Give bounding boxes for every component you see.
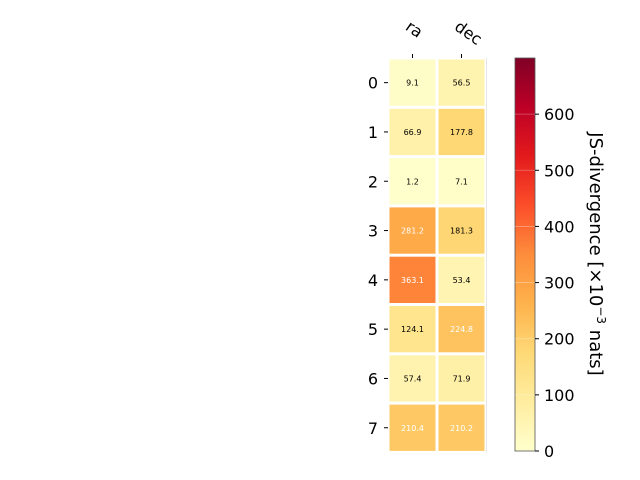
cell-value-label: 53.4 [453, 276, 471, 285]
heatmap-cell [438, 207, 485, 254]
heatmap-cell [438, 404, 485, 451]
heatmap-grid: 9.1 56.5 66.9 177.8 1.2 7.1 281.2 181.3 363.1 53.… [368, 17, 487, 453]
heatmap-cell [438, 306, 485, 353]
cell-value-label: 9.1 [406, 79, 419, 88]
row-label: 6 [368, 369, 378, 388]
row-label: 1 [368, 123, 378, 142]
cell-value-label: 363.1 [401, 276, 424, 285]
cell-value-label: 181.3 [450, 227, 473, 236]
colorbar-label: JS-divergence [×10−3 nats] [585, 131, 608, 375]
colorbar-tick-label: 500 [544, 161, 575, 180]
cell-value-label: 7.1 [455, 177, 468, 186]
cell-value-label: 124.1 [401, 325, 424, 334]
heatmap-cell [438, 355, 485, 402]
column-label: ra [402, 17, 426, 42]
heatmap-cell [438, 108, 485, 156]
heatmap-cell [438, 59, 485, 106]
heatmap-cell [389, 404, 436, 451]
row-label: 4 [368, 271, 378, 290]
cell-value-label: 57.4 [404, 374, 422, 383]
colorbar-tick-label: 600 [544, 105, 575, 124]
heatmap-cell [389, 108, 436, 156]
heatmap-cell [389, 207, 436, 254]
cell-value-label: 56.5 [453, 79, 471, 88]
cell-value-label: 177.8 [450, 128, 473, 137]
heatmap-cell [438, 256, 485, 303]
cell-value-label: 1.2 [406, 177, 419, 186]
colorbar-tick-label: 0 [544, 442, 554, 461]
heatmap-cell [389, 256, 436, 303]
colorbar-gradient [515, 58, 535, 451]
heatmap-cell [389, 158, 436, 205]
colorbar: 0 100 200 300 400 500 600 JS-divergence [×10−3 … [514, 57, 608, 461]
heatmap-cell [389, 59, 436, 106]
colorbar-label-suffix: nats] [585, 324, 606, 376]
cell-value-label: 210.4 [401, 424, 424, 433]
colorbar-tick-label: 200 [544, 330, 575, 349]
cell-value-label: 210.2 [450, 424, 473, 433]
row-label: 7 [368, 419, 378, 438]
cell-value-label: 224.8 [450, 325, 473, 334]
colorbar-tick-label: 300 [544, 274, 575, 293]
heatmap-cell [389, 355, 436, 402]
row-label: 2 [368, 172, 378, 191]
row-label: 3 [368, 222, 378, 241]
row-label: 0 [368, 74, 378, 93]
cell-value-label: 281.2 [401, 227, 424, 236]
colorbar-label-exponent: −3 [594, 306, 608, 324]
cell-value-label: 66.9 [404, 128, 422, 137]
row-label: 5 [368, 320, 378, 339]
colorbar-tick-label: 100 [544, 386, 575, 405]
heatmap-cell [389, 306, 436, 353]
colorbar-frame [514, 57, 536, 452]
cell-value-label: 71.9 [453, 374, 471, 383]
heatmap-cell [438, 158, 485, 205]
column-label: dec [451, 17, 485, 49]
colorbar-label-prefix: JS-divergence [×10 [585, 131, 606, 306]
colorbar-tick-label: 400 [544, 217, 575, 236]
